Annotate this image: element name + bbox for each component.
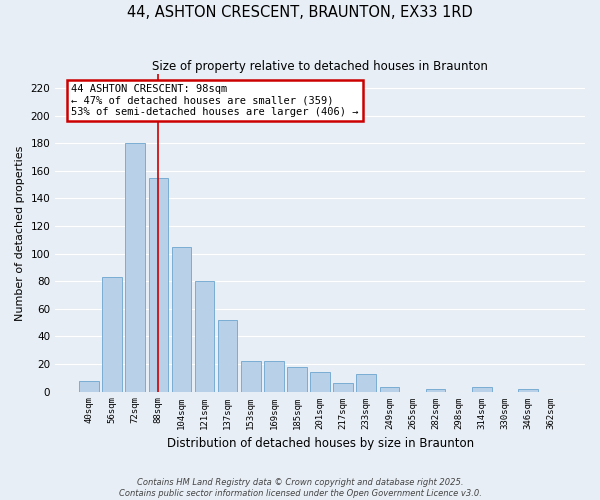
Bar: [264, 361, 284, 392]
Text: 44, ASHTON CRESCENT, BRAUNTON, EX33 1RD: 44, ASHTON CRESCENT, BRAUNTON, EX33 1RD: [127, 5, 473, 20]
X-axis label: Distribution of detached houses by size in Braunton: Distribution of detached houses by size …: [167, 437, 473, 450]
Bar: [380, 388, 399, 392]
Bar: [103, 277, 122, 392]
Bar: [241, 361, 260, 392]
Bar: [356, 374, 376, 392]
Y-axis label: Number of detached properties: Number of detached properties: [15, 145, 25, 320]
Bar: [125, 143, 145, 392]
Bar: [310, 372, 330, 392]
Text: Contains HM Land Registry data © Crown copyright and database right 2025.
Contai: Contains HM Land Registry data © Crown c…: [119, 478, 481, 498]
Text: 44 ASHTON CRESCENT: 98sqm
← 47% of detached houses are smaller (359)
53% of semi: 44 ASHTON CRESCENT: 98sqm ← 47% of detac…: [71, 84, 359, 117]
Bar: [426, 389, 445, 392]
Bar: [287, 366, 307, 392]
Bar: [79, 380, 99, 392]
Bar: [218, 320, 238, 392]
Bar: [195, 281, 214, 392]
Bar: [472, 388, 491, 392]
Bar: [518, 389, 538, 392]
Title: Size of property relative to detached houses in Braunton: Size of property relative to detached ho…: [152, 60, 488, 73]
Bar: [149, 178, 168, 392]
Bar: [334, 384, 353, 392]
Bar: [172, 246, 191, 392]
